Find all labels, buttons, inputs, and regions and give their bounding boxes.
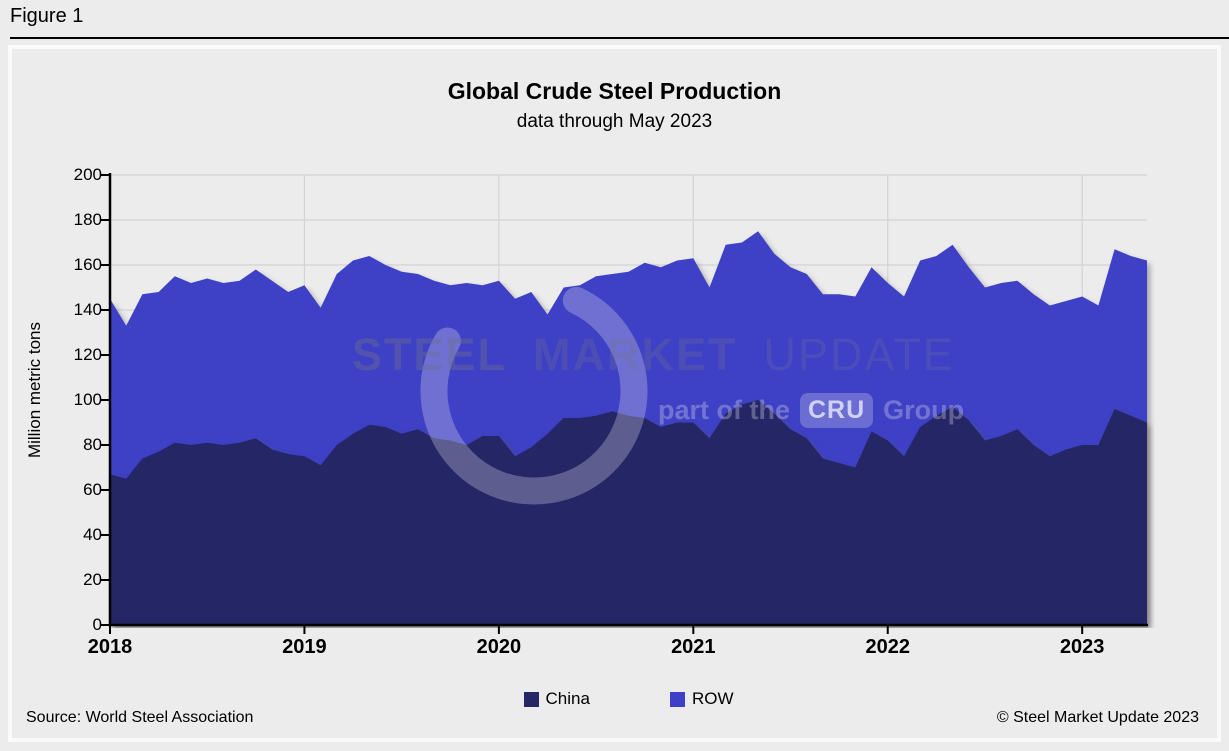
y-axis-tick-label: 120 [73,345,102,364]
y-axis-tick-label: 0 [92,615,102,634]
y-axis-title: Million metric tons [25,321,44,459]
source-note: Source: World Steel Association [26,709,254,726]
y-axis-tick-label: 100 [73,390,102,409]
y-axis-tick-label: 180 [73,210,102,229]
y-axis-tick-label: 20 [83,570,102,589]
x-axis-tick-label: 2022 [865,636,911,658]
plot-area [101,173,1148,634]
legend-item-row: ROW [669,689,734,709]
x-axis-tick-label: 2021 [671,636,716,658]
y-axis-tick-label: 200 [73,165,102,184]
y-axis-tick-label: 140 [73,300,102,319]
x-axis-tick-label: 2018 [87,636,133,658]
x-axis-tick-label: 2023 [1059,636,1105,658]
legend-item-china: China [523,689,590,709]
copyright-note: © Steel Market Update 2023 [996,709,1199,726]
figure-label: Figure 1 [10,5,84,27]
y-axis-tick-label: 60 [83,480,102,499]
chart-frame: Global Crude Steel Production data throu… [8,45,1221,742]
y-axis-tick-label: 160 [73,255,102,274]
legend-label: China [545,689,590,708]
y-axis-tick-label: 80 [83,435,102,454]
y-axis-tick-label: 40 [83,525,102,544]
x-axis-tick-label: 2020 [476,636,522,658]
china-area [110,400,1147,625]
legend: China ROW [110,689,1147,709]
chart-title: Global Crude Steel Production [447,78,782,104]
x-axis-tick-label: 2019 [282,636,327,658]
chart-subtitle: data through May 2023 [516,111,713,132]
legend-label: ROW [691,689,734,708]
header-divider [10,37,1229,39]
legend-swatch-icon [523,691,539,707]
legend-swatch-icon [669,691,685,707]
